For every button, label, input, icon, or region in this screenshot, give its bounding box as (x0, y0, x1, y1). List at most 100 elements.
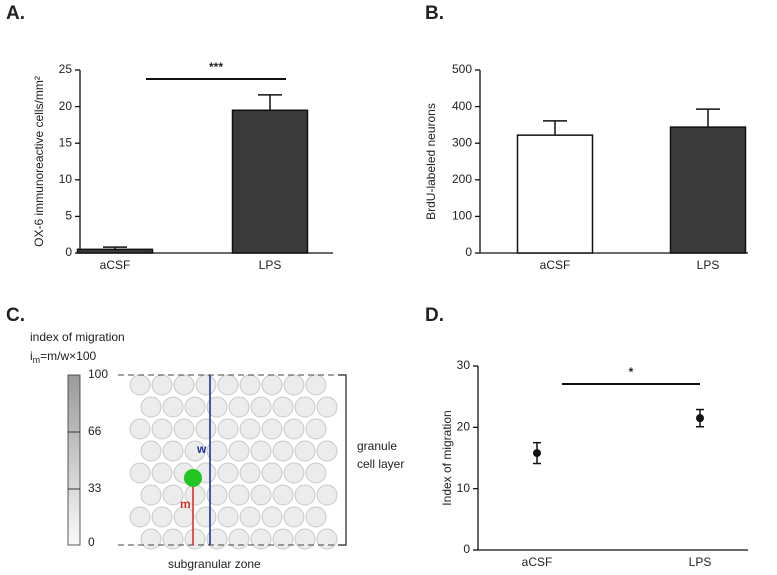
cell (261, 506, 283, 528)
cell (195, 418, 217, 440)
cell (294, 528, 316, 550)
cell (140, 440, 162, 462)
cell (162, 396, 184, 418)
cell (162, 528, 184, 550)
cell (239, 462, 261, 484)
cell (140, 528, 162, 550)
y-tick-label: 10 (59, 172, 73, 186)
cell (261, 374, 283, 396)
cell (305, 462, 327, 484)
y-tick-label: 30 (457, 358, 471, 372)
cell (129, 374, 151, 396)
layer-label: granule (357, 439, 397, 453)
cell (129, 462, 151, 484)
cell (228, 528, 250, 550)
cell (173, 418, 195, 440)
cell (283, 506, 305, 528)
diagram-title: index of migration (30, 330, 125, 344)
cell (294, 396, 316, 418)
bar (516, 134, 594, 254)
panel-label: C. (6, 305, 25, 326)
cell (272, 484, 294, 506)
x-tick-label: LPS (689, 555, 712, 569)
scale-label: 100 (88, 367, 108, 381)
cell (261, 462, 283, 484)
x-tick-label: LPS (697, 258, 720, 272)
x-tick-label: aCSF (522, 555, 553, 569)
y-tick-label: 100 (452, 209, 472, 223)
cell (228, 396, 250, 418)
formula-base: i (30, 349, 33, 363)
cell (151, 374, 173, 396)
cell (206, 440, 228, 462)
y-tick-label: 5 (65, 209, 72, 223)
cell (217, 418, 239, 440)
cell (228, 440, 250, 462)
cell (140, 484, 162, 506)
panel-label: A. (6, 3, 25, 24)
cell (195, 506, 217, 528)
cell (250, 528, 272, 550)
cell (316, 440, 338, 462)
x-tick-label: aCSF (540, 258, 571, 272)
migration-diagram: C. index of migration im=m/w×100 100 66 … (6, 305, 404, 571)
point (533, 449, 541, 458)
formula: im=m/w×100 (30, 349, 97, 365)
y-tick-label: 20 (59, 99, 73, 113)
cell (239, 374, 261, 396)
m-label: m (180, 497, 191, 511)
bar (231, 109, 309, 254)
cell (206, 528, 228, 550)
cell (294, 440, 316, 462)
cell (294, 484, 316, 506)
y-tick-label: 0 (465, 245, 472, 259)
cell (272, 440, 294, 462)
scale-bar (67, 374, 81, 546)
y-axis-label: OX-6 immunoreactive cells/mm² (32, 76, 46, 247)
cell (305, 418, 327, 440)
cell (283, 418, 305, 440)
cell (217, 462, 239, 484)
scale-label: 0 (88, 535, 95, 549)
cell (184, 440, 206, 462)
cell (151, 462, 173, 484)
cell (250, 440, 272, 462)
panel-label: B. (425, 3, 444, 24)
cell (162, 484, 184, 506)
cell (151, 418, 173, 440)
cell (283, 374, 305, 396)
cell (261, 418, 283, 440)
y-tick-label: 0 (65, 245, 72, 259)
cell (316, 484, 338, 506)
cell (305, 374, 327, 396)
cell (206, 396, 228, 418)
cell (305, 506, 327, 528)
bar (669, 126, 747, 254)
cell (184, 396, 206, 418)
y-tick-label: 15 (59, 135, 73, 149)
scale-label: 66 (88, 424, 102, 438)
significance-label: * (629, 365, 634, 379)
y-tick-label: 25 (59, 62, 73, 76)
cell (239, 418, 261, 440)
point (696, 414, 704, 423)
cell (195, 374, 217, 396)
x-tick-label: LPS (259, 258, 282, 272)
cell (250, 396, 272, 418)
cell (217, 374, 239, 396)
cell (173, 506, 195, 528)
cell (283, 462, 305, 484)
cell (184, 528, 206, 550)
bracket (338, 374, 347, 546)
cell (228, 484, 250, 506)
significance-label: *** (209, 60, 223, 74)
y-tick-label: 500 (452, 62, 472, 76)
cell (206, 484, 228, 506)
y-tick-label: 400 (452, 99, 472, 113)
cell (162, 440, 184, 462)
y-axis-label: Index of migration (440, 410, 454, 505)
w-label: w (196, 442, 207, 456)
cell (129, 506, 151, 528)
cell (239, 506, 261, 528)
y-axis-label: BrdU-labeled neurons (424, 103, 438, 220)
